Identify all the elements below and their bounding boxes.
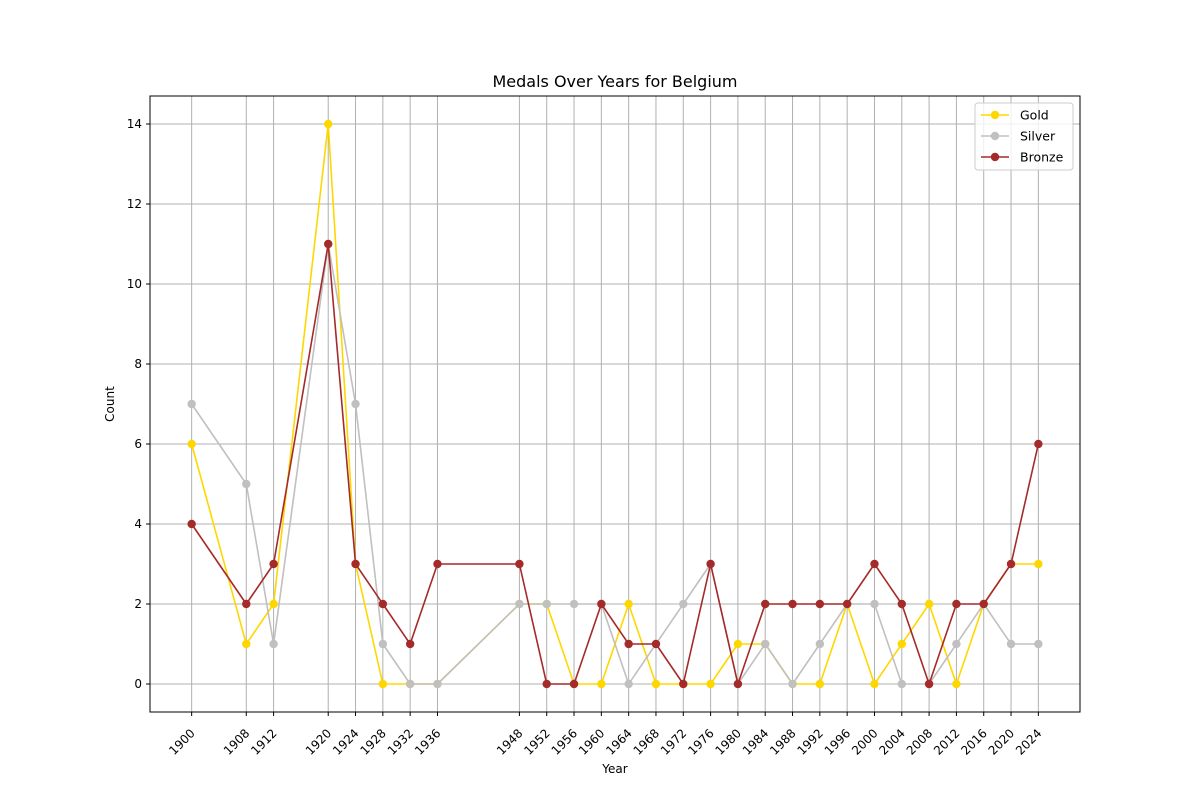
legend-silver-marker	[990, 131, 1000, 141]
gold-point	[269, 599, 278, 609]
silver-point	[897, 679, 906, 689]
bronze-point	[679, 679, 688, 689]
silver-point	[405, 679, 415, 689]
bronze-point	[187, 519, 196, 529]
bronze-point	[651, 639, 661, 649]
x-axis-label: Year	[601, 762, 627, 776]
bronze-point	[542, 679, 551, 689]
bronze-point	[1034, 439, 1043, 449]
silver-point	[515, 599, 524, 609]
bronze-point	[870, 559, 879, 569]
legend-bronze-label: Bronze	[1020, 150, 1064, 165]
gold-point	[324, 119, 333, 129]
bronze-point	[842, 599, 852, 609]
silver-point	[187, 399, 196, 409]
legend-gold-label: Gold	[1020, 108, 1049, 123]
silver-point	[761, 639, 770, 649]
series-silver	[187, 239, 1043, 689]
silver-point	[1034, 639, 1043, 649]
y-tick-label: 10	[127, 277, 142, 291]
bronze-point	[897, 599, 906, 609]
silver-point	[870, 599, 879, 609]
chart-title: Medals Over Years for Belgium	[492, 72, 737, 91]
y-tick-label: 8	[134, 357, 142, 371]
gold-point	[597, 679, 606, 689]
bronze-point	[788, 599, 797, 609]
gold-point	[870, 679, 879, 689]
bronze-point	[324, 239, 333, 249]
gold-point	[924, 599, 934, 609]
y-axis-label: Count	[103, 386, 117, 422]
gold-point	[242, 639, 251, 649]
bronze-line	[190, 243, 1040, 685]
bronze-point	[624, 639, 633, 649]
gold-point	[815, 679, 825, 689]
bronze-point	[351, 559, 360, 569]
bronze-point	[597, 599, 606, 609]
silver-point	[1006, 639, 1016, 649]
silver-point	[378, 639, 388, 649]
bronze-point	[815, 599, 825, 609]
gold-point	[378, 679, 388, 689]
y-tick-label: 6	[134, 437, 142, 451]
silver-point	[351, 399, 360, 409]
silver-point	[815, 639, 825, 649]
bronze-point	[761, 599, 770, 609]
silver-point	[269, 639, 278, 649]
y-tick-label: 4	[134, 517, 142, 531]
legend: Gold Silver Bronze	[974, 102, 1074, 171]
silver-point	[952, 639, 961, 649]
gold-point	[624, 599, 633, 609]
bronze-point	[706, 559, 715, 569]
gold-point	[733, 639, 743, 649]
gold-point	[706, 679, 715, 689]
bronze-point	[733, 679, 743, 689]
legend-silver-label: Silver	[1020, 129, 1056, 144]
series-bronze	[187, 239, 1043, 689]
bronze-point	[378, 599, 388, 609]
gold-point	[651, 679, 661, 689]
bronze-point	[1006, 559, 1016, 569]
bronze-point	[979, 599, 988, 609]
silver-line	[190, 243, 1039, 685]
bronze-point	[515, 559, 524, 569]
gold-point	[952, 679, 961, 689]
bronze-point	[952, 599, 961, 609]
bronze-point	[405, 639, 415, 649]
silver-point	[242, 479, 251, 489]
gold-point	[1034, 559, 1043, 569]
y-axis: 0 2 4 6 8 10 12 14	[127, 117, 150, 691]
y-tick-label: 2	[134, 597, 142, 611]
bronze-point	[242, 599, 251, 609]
silver-point	[542, 599, 551, 609]
legend-bronze-marker	[990, 152, 1000, 162]
grid	[150, 96, 1080, 712]
silver-point	[788, 679, 797, 689]
gold-line	[190, 123, 1039, 685]
silver-point	[624, 679, 633, 689]
y-tick-label: 0	[134, 677, 142, 691]
bronze-point	[433, 559, 442, 569]
silver-point	[569, 599, 579, 609]
bronze-point	[269, 559, 278, 569]
gold-point	[187, 439, 196, 449]
silver-point	[433, 679, 442, 689]
legend-gold-marker	[990, 110, 1000, 120]
y-tick-label: 12	[127, 197, 142, 211]
bronze-point	[924, 679, 934, 689]
gold-point	[897, 639, 906, 649]
silver-point	[679, 599, 688, 609]
series-layer	[187, 119, 1043, 689]
bronze-point	[569, 679, 579, 689]
legend-box	[974, 102, 1074, 171]
y-tick-label: 14	[127, 117, 142, 131]
plot-frame	[149, 95, 1081, 713]
